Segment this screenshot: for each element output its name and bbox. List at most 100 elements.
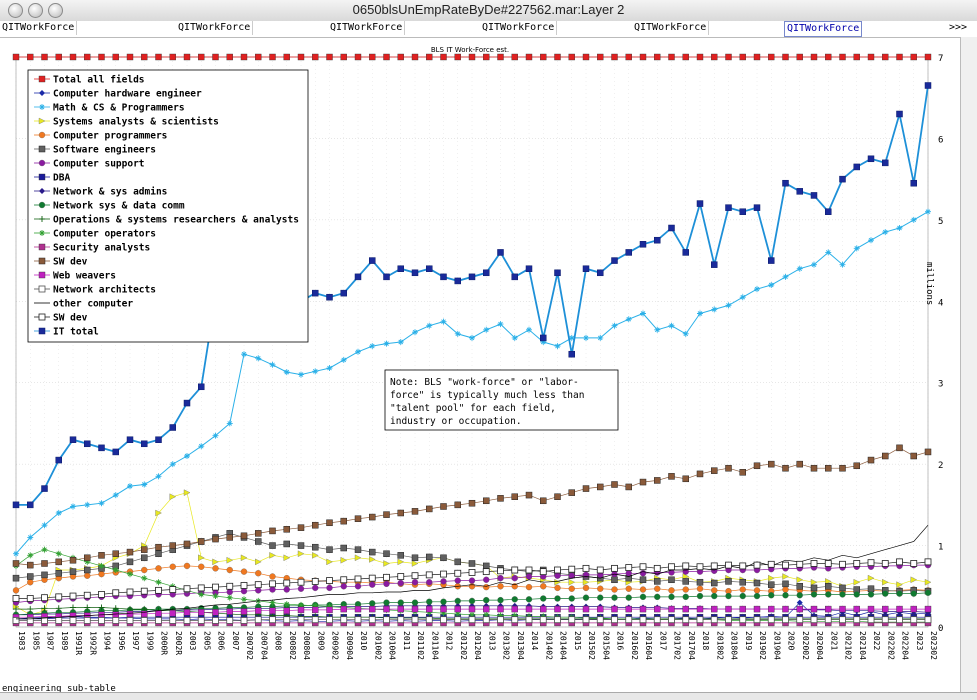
zoom-window-button[interactable] (48, 3, 63, 18)
data-point (768, 592, 775, 599)
legend-entry: SW dev (34, 313, 88, 324)
legend-label: Network sys & data comm (53, 201, 185, 212)
data-point (881, 616, 889, 624)
data-point (440, 610, 447, 617)
data-point (369, 548, 376, 556)
data-point (896, 444, 903, 452)
x-tick-label: 2011 (402, 631, 411, 650)
data-point (226, 566, 233, 574)
data-point (625, 53, 632, 61)
data-point (625, 594, 632, 601)
tab-qitworkforce-5[interactable]: QITWorkForce (632, 21, 710, 35)
legend-marker (38, 131, 46, 139)
x-tick-label: 2008 (274, 631, 283, 650)
legend-label: other computer (53, 299, 133, 310)
more-tabs-button[interactable]: >>> (948, 22, 967, 33)
minimize-window-button[interactable] (28, 3, 43, 18)
data-point (468, 53, 476, 61)
tab-qitworkforce-3[interactable]: QITWorkForce (328, 21, 406, 35)
data-point (183, 617, 191, 624)
data-point (140, 617, 148, 624)
data-point (354, 515, 362, 522)
data-point (240, 53, 248, 61)
data-point (112, 611, 119, 618)
close-window-button[interactable] (8, 3, 23, 18)
data-point (112, 492, 119, 499)
data-point (326, 606, 333, 614)
data-point (711, 605, 718, 613)
legend-entry: SW dev (34, 257, 88, 268)
data-point (568, 572, 575, 579)
tab-qitworkforce-4[interactable]: QITWorkForce (480, 21, 558, 35)
data-point (625, 605, 632, 613)
data-point (910, 576, 918, 584)
data-point (55, 593, 63, 601)
x-tick-label: 201602 (630, 631, 639, 660)
data-point (41, 485, 48, 492)
data-point (454, 616, 462, 624)
data-point (183, 609, 191, 616)
data-point (397, 616, 405, 624)
data-point (440, 598, 447, 605)
tab-qitworkforce-6[interactable]: QITWorkForce (784, 21, 863, 37)
data-point (682, 573, 690, 580)
data-point (753, 462, 761, 470)
data-point (597, 605, 604, 613)
legend-label: Software engineers (53, 145, 156, 156)
x-tick-label: 201202 (459, 631, 468, 660)
x-tick-label: 2013 (487, 631, 496, 650)
data-point (84, 604, 91, 611)
data-point (582, 485, 590, 492)
data-point (910, 590, 917, 597)
data-point (483, 53, 490, 61)
data-point (611, 322, 618, 329)
legend-entry: Web weavers (34, 271, 116, 282)
data-point (796, 560, 804, 568)
data-point (169, 493, 177, 501)
data-point (881, 560, 889, 567)
data-point (27, 534, 34, 541)
data-point (653, 564, 661, 572)
data-point (198, 443, 205, 450)
data-point (796, 592, 803, 599)
data-point (41, 53, 48, 61)
data-point (668, 587, 675, 594)
data-point (454, 569, 462, 577)
data-point (355, 348, 361, 355)
data-point (853, 53, 860, 61)
tab-qitworkforce-2[interactable]: QITWorkForce (176, 21, 254, 35)
data-point (141, 575, 148, 582)
data-point (440, 503, 447, 510)
data-point (782, 179, 789, 187)
data-point (483, 583, 490, 591)
x-tick-label: 2016 (616, 631, 625, 650)
note-line: force" is typically much less than (390, 390, 584, 401)
data-point (482, 568, 490, 576)
x-tick-label: 200902 (331, 631, 340, 660)
data-point (426, 505, 433, 513)
horizontal-scrollbar[interactable] (0, 692, 977, 700)
data-point (397, 552, 404, 559)
data-point (155, 509, 162, 517)
data-point (126, 558, 134, 566)
data-point (155, 579, 162, 586)
data-point (853, 616, 861, 624)
vertical-scrollbar[interactable] (960, 37, 977, 692)
data-point (240, 554, 248, 562)
data-point (155, 565, 162, 572)
data-point (739, 578, 746, 586)
data-point (198, 53, 205, 61)
data-point (255, 587, 262, 594)
data-point (440, 616, 447, 624)
tab-qitworkforce-1[interactable]: QITWorkForce (0, 21, 78, 35)
data-point (269, 552, 276, 559)
data-point (625, 316, 632, 323)
data-point (425, 571, 433, 579)
data-point (69, 436, 77, 443)
data-point (454, 558, 461, 566)
legend-entry: Systems analysts & scientists (34, 117, 219, 128)
x-tick-label: 200804 (302, 631, 311, 660)
data-point (183, 399, 191, 407)
data-point (169, 617, 177, 624)
data-point (126, 617, 134, 624)
